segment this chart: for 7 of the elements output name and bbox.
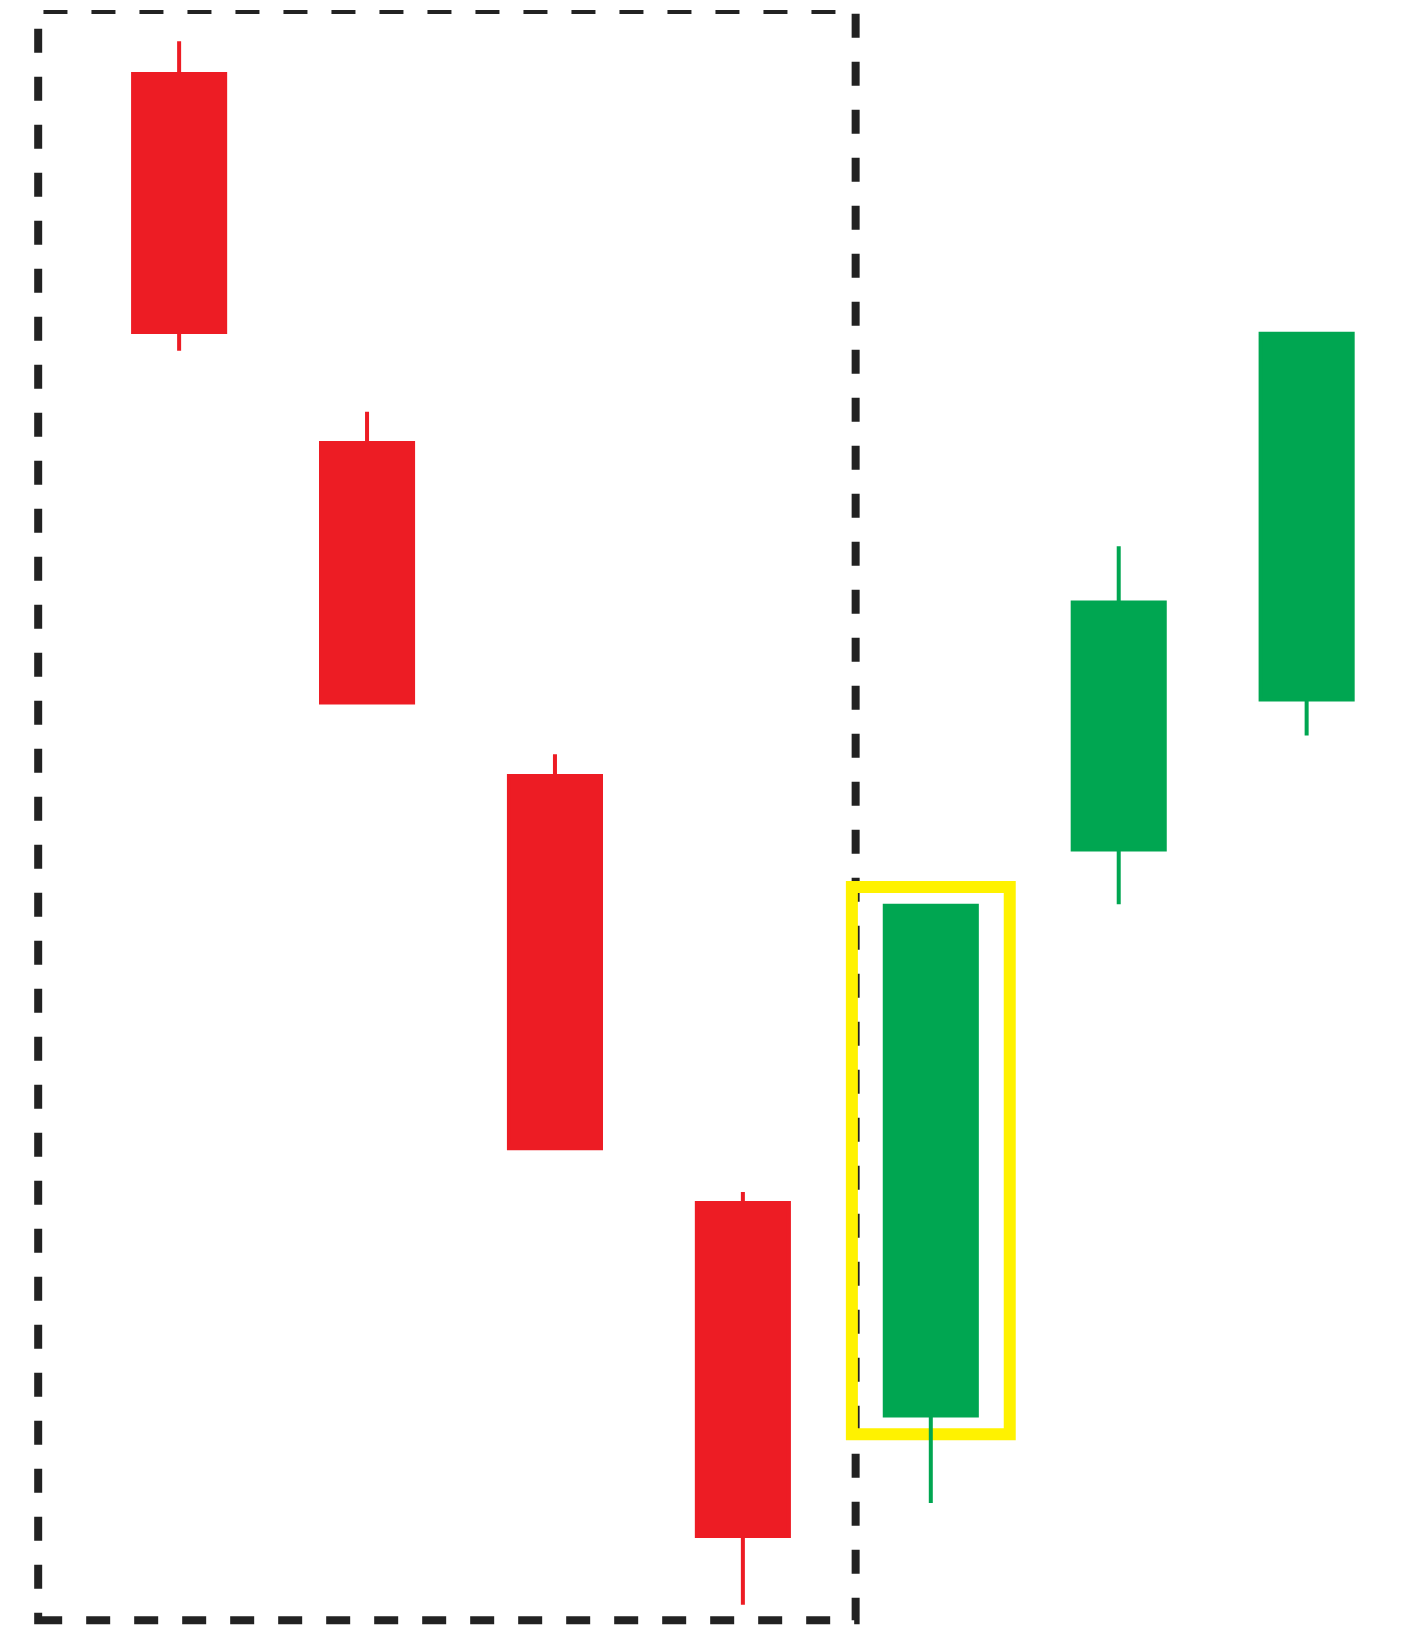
candlestick bbox=[882, 903, 979, 1506]
candlestick bbox=[1070, 544, 1167, 907]
candlestick bbox=[319, 409, 416, 705]
candlestick bbox=[506, 752, 603, 1151]
candlestick bbox=[1258, 331, 1355, 738]
candlestick bbox=[131, 39, 228, 353]
candlestick bbox=[694, 1189, 791, 1607]
